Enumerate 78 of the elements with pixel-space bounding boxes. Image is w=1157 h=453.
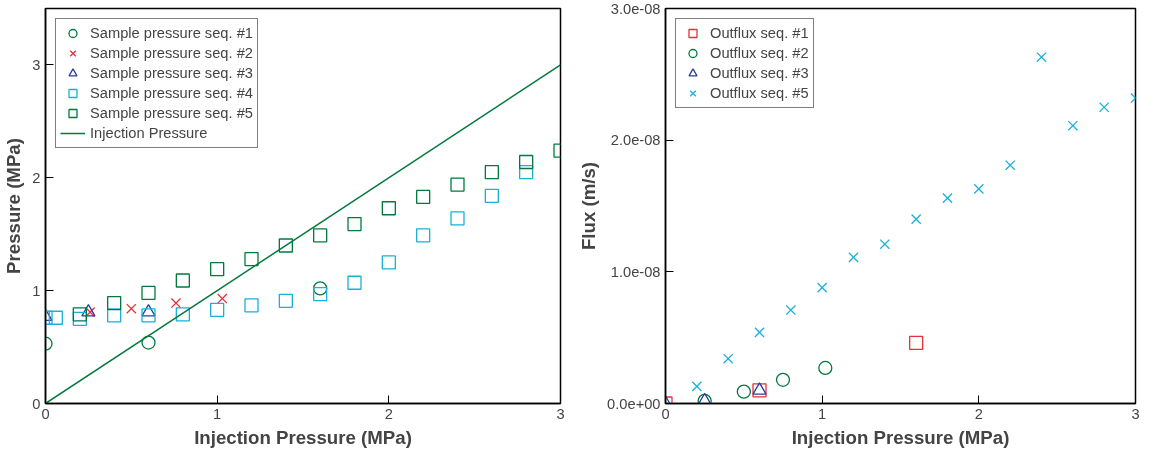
point (785, 304, 797, 316)
point (72, 307, 87, 322)
point (1098, 102, 1110, 113)
legend-label: Outflux seq. #5 (710, 84, 809, 103)
x-axis-title: Injection Pressure (MPa) (791, 426, 1010, 448)
x-tick-label: 2 (384, 405, 393, 422)
point (848, 252, 859, 263)
point (775, 372, 791, 387)
x-tick-label: 1 (818, 405, 827, 422)
legend-label: Injection Pressure (90, 124, 208, 143)
point (816, 282, 828, 293)
point (170, 297, 182, 309)
y-tick-label: 3.0e-08 (610, 0, 661, 17)
x-tick-label: 2 (974, 405, 983, 422)
point (484, 188, 499, 203)
point (1067, 120, 1079, 131)
point (909, 335, 924, 351)
point (347, 216, 362, 232)
point (210, 302, 225, 317)
point (973, 183, 985, 195)
point (754, 327, 765, 338)
point (722, 353, 734, 364)
point (942, 192, 953, 204)
point (126, 303, 137, 314)
point (175, 307, 190, 322)
point (210, 262, 225, 277)
point (107, 295, 122, 311)
legend-label: Sample pressure seq. #5 (90, 104, 253, 123)
point (278, 238, 293, 253)
y-axis-title: Pressure (MPa) (3, 138, 25, 274)
point (244, 298, 259, 313)
point (141, 308, 156, 323)
x-tick-label: 3 (1131, 405, 1140, 422)
point (484, 164, 499, 180)
point (519, 164, 534, 180)
point (450, 211, 465, 226)
point (381, 201, 396, 216)
legend-label: Sample pressure seq. #3 (90, 64, 253, 83)
y-tick-label: 2.0e-08 (610, 132, 661, 149)
point (450, 177, 465, 192)
point (736, 384, 751, 399)
point (1036, 51, 1047, 63)
y-tick-label: 3 (32, 56, 41, 73)
x-tick-label: 1 (213, 405, 222, 422)
y-tick-label: 2 (32, 169, 41, 186)
point (278, 293, 293, 308)
point (48, 310, 63, 325)
legend-label: Outflux seq. #2 (710, 44, 809, 63)
point (519, 154, 534, 170)
y-tick-label: 0.0e+00 (607, 395, 661, 412)
point (141, 335, 156, 350)
y-tick-label: 1 (32, 282, 41, 299)
point (416, 189, 431, 205)
point (175, 273, 190, 288)
y-axis-title: Flux (m/s) (578, 161, 600, 251)
legend-label: Outflux seq. #3 (710, 64, 809, 83)
legend-label: Sample pressure seq. #1 (90, 24, 253, 43)
point (347, 275, 362, 290)
point (313, 286, 328, 302)
legend-label: Sample pressure seq. #2 (90, 44, 253, 63)
point (313, 228, 328, 243)
point (217, 293, 228, 304)
x-axis-title: Injection Pressure (MPa) (194, 426, 412, 448)
point (879, 238, 891, 250)
point (313, 281, 328, 296)
point (141, 285, 156, 301)
legend-label: Outflux seq. #1 (710, 24, 809, 43)
point (416, 228, 431, 243)
y-tick-label: 1.0e-08 (610, 263, 661, 280)
point (1004, 159, 1016, 171)
point (691, 381, 703, 392)
point (244, 251, 259, 267)
point (818, 360, 833, 376)
x-tick-label: 3 (556, 405, 565, 422)
legend-label: Sample pressure seq. #4 (90, 84, 253, 103)
point (910, 213, 922, 225)
point (381, 255, 396, 270)
point (107, 308, 122, 323)
